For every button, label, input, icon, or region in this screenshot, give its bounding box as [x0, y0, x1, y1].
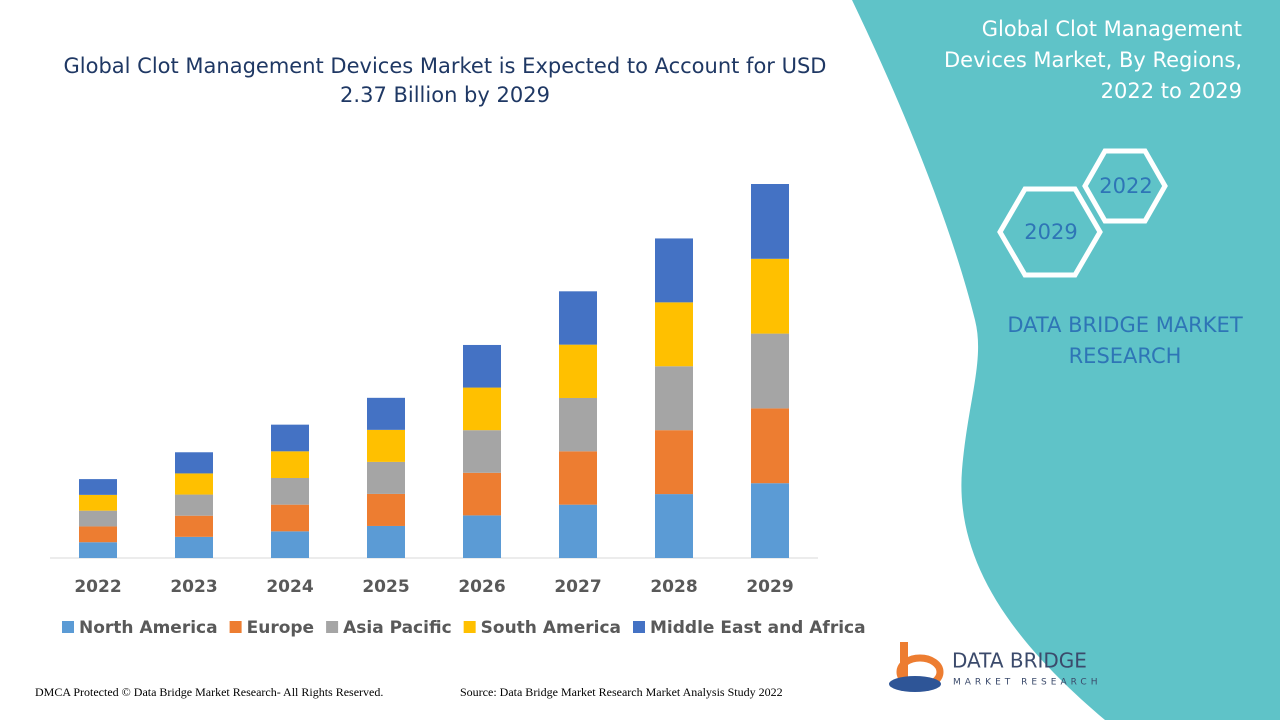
- x-tick-label: 2029: [746, 577, 793, 597]
- panel-title: Global Clot Management Devices Market, B…: [944, 17, 1242, 103]
- bar-segment: [79, 479, 117, 495]
- bar-segment: [175, 494, 213, 516]
- legend-swatch: [62, 621, 74, 633]
- bar-segment: [655, 430, 693, 495]
- hexagon: [1082, 148, 1168, 224]
- logo-tagline: MARKET RESEARCH: [953, 678, 1101, 688]
- bar-segment: [559, 344, 597, 398]
- bar-segment: [175, 473, 213, 495]
- bar-segment: [79, 494, 117, 511]
- bar-segment: [751, 483, 789, 558]
- bar-segment: [175, 452, 213, 474]
- x-tick-label: 2022: [74, 577, 121, 597]
- bar-segment: [271, 504, 309, 532]
- brand: DATA BRIDGE MARKET RESEARCH: [1007, 313, 1243, 368]
- x-tick-label: 2025: [362, 577, 409, 597]
- legend-swatch: [326, 621, 339, 633]
- bar-segment: [367, 397, 405, 430]
- bar-segment: [559, 397, 597, 452]
- bar-segment: [463, 387, 501, 431]
- bar-segment: [655, 494, 693, 558]
- bar-segment: [79, 542, 117, 558]
- bar-segment: [463, 344, 501, 388]
- bar-segment: [655, 302, 693, 367]
- bar-segment: [463, 430, 501, 473]
- bar-segment: [271, 451, 309, 478]
- legend-label: Asia Pacific: [343, 618, 452, 638]
- source: Source: Data Bridge Market Research Mark…: [460, 685, 783, 699]
- bar-segment: [751, 258, 789, 334]
- bar-segment: [463, 472, 501, 516]
- bar-segment: [367, 525, 405, 558]
- legend-swatch: [463, 621, 476, 633]
- legend-label: North America: [79, 618, 218, 638]
- bar-segment: [655, 366, 693, 431]
- side-panel: [852, 0, 1280, 720]
- bar-segment: [79, 510, 117, 527]
- bar-segment: [559, 451, 597, 505]
- bar-segment: [559, 504, 597, 558]
- hexagon: [997, 186, 1103, 278]
- bar-segment: [655, 238, 693, 303]
- legend-swatch: [229, 621, 242, 633]
- hex-label: 2022: [1099, 174, 1152, 198]
- bar-segment: [367, 493, 405, 526]
- bar-segment: [367, 461, 405, 494]
- bar-segment: [463, 515, 501, 558]
- bar-segment: [175, 515, 213, 537]
- x-tick-label: 2028: [650, 577, 697, 597]
- bar-segment: [751, 408, 789, 484]
- hex-label: 2029: [1024, 220, 1077, 244]
- logo-name: DATA BRIDGE: [952, 649, 1087, 673]
- bar-segment: [175, 536, 213, 558]
- legend-label: South America: [481, 618, 621, 638]
- x-tick-label: 2027: [554, 577, 601, 597]
- logo-mark: [889, 676, 941, 692]
- logo: DATA BRIDGE MARKET RESEARCH: [889, 642, 1101, 692]
- bar-segment: [271, 531, 309, 558]
- bar-segment: [559, 291, 597, 345]
- bar-segment: [367, 429, 405, 462]
- copyright: DMCA Protected © Data Bridge Market Rese…: [35, 685, 384, 699]
- x-tick-label: 2026: [458, 577, 505, 597]
- bar-segment: [751, 184, 789, 259]
- legend-swatch: [633, 621, 645, 633]
- bar-segment: [271, 477, 309, 505]
- x-tick-label: 2024: [266, 577, 313, 597]
- legend-label: Europe: [247, 618, 314, 638]
- chart-title: Global Clot Management Devices Market is…: [63, 54, 827, 107]
- x-tick-label: 2023: [170, 577, 217, 597]
- bar-segment: [271, 424, 309, 452]
- bar-segment: [79, 526, 117, 543]
- legend-label: Middle East and Africa: [650, 618, 866, 638]
- bar-segment: [751, 333, 789, 409]
